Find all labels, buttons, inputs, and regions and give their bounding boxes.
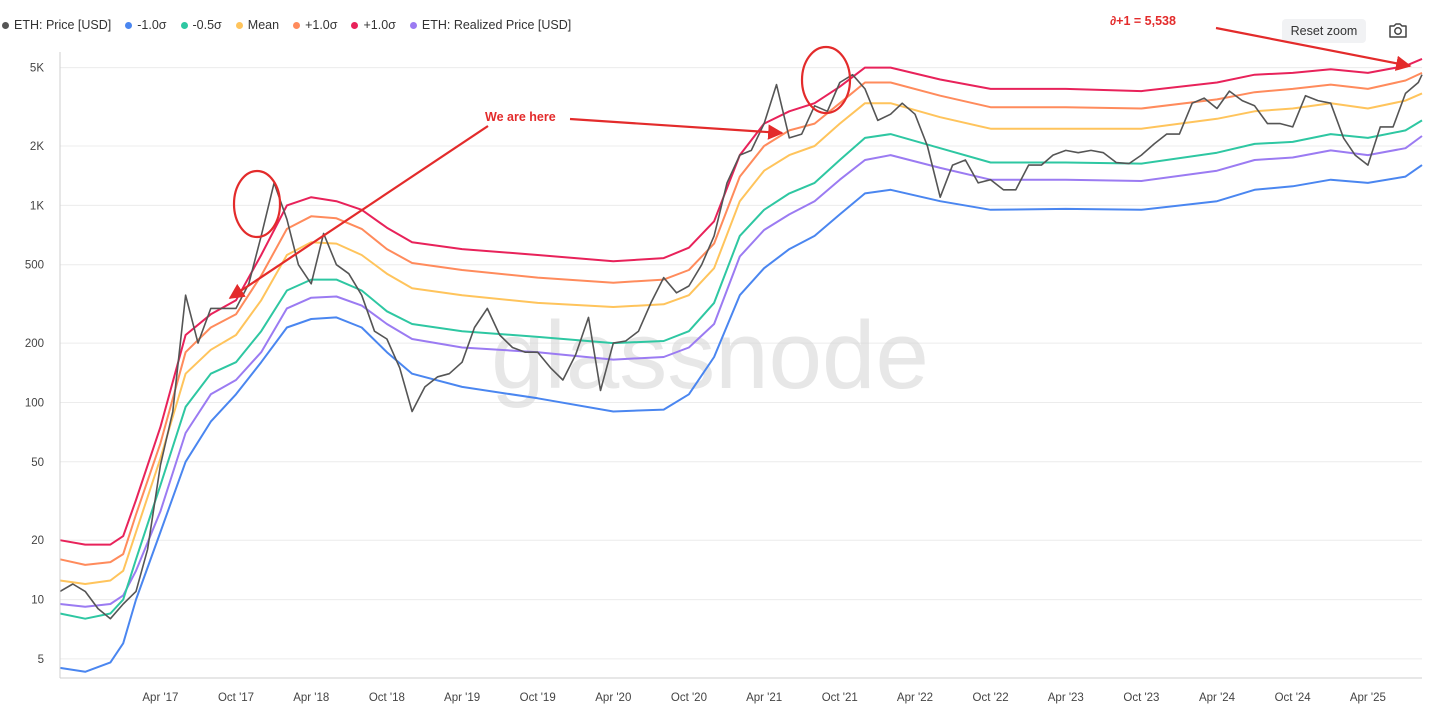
legend-swatch-plus1b xyxy=(351,21,359,29)
y-tick-label: 2K xyxy=(30,141,44,153)
arrow-to-2021 xyxy=(569,117,784,140)
legend-item-plus1b[interactable]: +1.0σ xyxy=(351,18,396,32)
y-tick-label: 200 xyxy=(25,338,44,350)
camera-icon[interactable] xyxy=(1388,21,1408,39)
annotation-layer: We are here ∂+1 = 5,538 xyxy=(228,14,1412,299)
arrow-to-2018 xyxy=(228,125,489,299)
y-tick-label: 5 xyxy=(38,654,44,666)
x-tick-label: Oct '22 xyxy=(973,692,1009,704)
annotation-we-are-here: We are here xyxy=(485,110,556,124)
legend-item-minus05[interactable]: -0.5σ xyxy=(180,18,222,32)
reset-zoom-button[interactable]: Reset zoom xyxy=(1282,19,1366,43)
x-tick-label: Apr '20 xyxy=(595,692,631,704)
y-tick-label: 1K xyxy=(30,200,44,212)
y-tick-label: 5K xyxy=(30,63,44,75)
y-tick-label: 50 xyxy=(31,457,44,469)
legend-item-mean[interactable]: Mean xyxy=(235,18,280,32)
series-line-realized xyxy=(59,135,1423,608)
x-tick-label: Oct '23 xyxy=(1123,692,1159,704)
y-tick-label: 100 xyxy=(25,397,44,409)
legend-item-price[interactable]: ETH: Price [USD] xyxy=(2,18,111,32)
legend-swatch-minus1 xyxy=(125,21,133,29)
annotation-target: ∂+1 = 5,538 xyxy=(1110,14,1176,28)
legend-item-plus1a[interactable]: +1.0σ xyxy=(293,18,337,32)
y-tick-label: 500 xyxy=(25,260,44,272)
legend-swatch-price xyxy=(2,21,9,29)
legend-label-minus1: -1.0σ xyxy=(137,18,167,32)
x-tick-label: Oct '19 xyxy=(520,692,556,704)
series-line-minus1 xyxy=(59,164,1423,673)
y-axis: 5 10 20 50 100 200 500 1K 2K 5K xyxy=(25,52,61,678)
legend-label-minus05: -0.5σ xyxy=(192,18,222,32)
legend-swatch-realized xyxy=(409,21,417,29)
x-tick-label: Oct '17 xyxy=(218,692,254,704)
x-tick-label: Apr '18 xyxy=(293,692,329,704)
x-tick-label: Apr '19 xyxy=(444,692,480,704)
series-group xyxy=(59,57,1423,673)
legend-swatch-minus05 xyxy=(180,21,188,29)
legend-swatch-plus1a xyxy=(293,21,301,29)
legend-label-price: ETH: Price [USD] xyxy=(14,18,112,32)
series-line-price xyxy=(59,73,1423,620)
legend-item-minus1[interactable]: -1.0σ xyxy=(125,18,167,32)
x-tick-label: Apr '17 xyxy=(142,692,178,704)
x-tick-label: Apr '24 xyxy=(1199,692,1236,704)
legend-item-realized[interactable]: ETH: Realized Price [USD] xyxy=(409,18,572,32)
x-tick-label: Oct '20 xyxy=(671,692,707,704)
series-line-plus1b xyxy=(59,57,1423,546)
x-tick-label: Oct '24 xyxy=(1275,692,1312,704)
chart-legend: ETH: Price [USD] -1.0σ -0.5σ Mean +1.0σ … xyxy=(2,16,585,34)
circle-2018-top xyxy=(232,169,282,239)
y-tick-label: 20 xyxy=(31,535,44,547)
x-axis: Apr '17 Oct '17 Apr '18 Oct '18 Apr '19 Oct '… xyxy=(60,677,1422,704)
legend-label-mean: Mean xyxy=(247,18,280,32)
series-line-mean xyxy=(59,92,1423,585)
series-line-minus05 xyxy=(59,119,1423,620)
series-line-plus1a xyxy=(59,71,1423,566)
x-tick-label: Apr '23 xyxy=(1048,692,1084,704)
arrow-to-target xyxy=(1215,26,1412,71)
grid-lines xyxy=(60,67,1422,660)
x-tick-label: Apr '21 xyxy=(746,692,782,704)
watermark: glassnode xyxy=(491,302,929,409)
legend-label-realized: ETH: Realized Price [USD] xyxy=(421,18,572,32)
x-tick-label: Oct '21 xyxy=(822,692,858,704)
circle-2021-top xyxy=(800,45,852,115)
y-tick-label: 10 xyxy=(31,595,44,607)
x-tick-label: Oct '18 xyxy=(369,692,405,704)
x-tick-label: Apr '25 xyxy=(1350,692,1386,704)
legend-label-plus1a: +1.0σ xyxy=(305,18,338,32)
legend-swatch-mean xyxy=(235,21,243,29)
legend-label-plus1b: +1.0σ xyxy=(363,18,396,32)
x-tick-label: Apr '22 xyxy=(897,692,933,704)
